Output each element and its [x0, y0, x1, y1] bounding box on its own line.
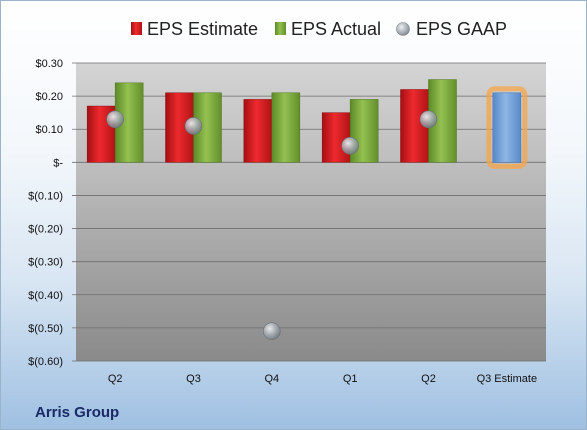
- legend-label-gaap: EPS GAAP: [416, 19, 507, 39]
- legend-label-estimate: EPS Estimate: [147, 19, 258, 39]
- gaap-point: [184, 117, 203, 135]
- plot-area: [76, 63, 546, 361]
- y-tick-label: $0.20: [35, 91, 63, 103]
- x-tick-label: Q3: [186, 373, 201, 385]
- y-tick-label: $(0.30): [28, 257, 63, 269]
- x-tick-label: Q1: [343, 373, 358, 385]
- bar-estimate: [321, 112, 351, 163]
- gaap-point: [341, 136, 359, 155]
- x-tick-label: Q4: [264, 373, 279, 385]
- bar-estimate-highlight: [492, 92, 522, 163]
- legend-label-actual: EPS Actual: [291, 19, 381, 39]
- y-tick-label: $(0.10): [28, 190, 63, 202]
- y-tick-label: $(0.60): [28, 356, 63, 368]
- highlight-glow: [486, 86, 528, 169]
- y-axis-ticks: $0.30 $0.20 $0.10 $- $(0.10) $(0.20) $(0.30) $(…: [28, 58, 63, 368]
- gaap-point: [419, 110, 438, 129]
- gaap-markers: [106, 110, 438, 341]
- y-tick-label: $(0.50): [28, 323, 63, 335]
- legend: EPS Estimate EPS Actual EPS GAAP: [131, 19, 507, 39]
- x-tick-label: Q2: [421, 373, 436, 385]
- y-tick-label: $(0.20): [28, 224, 63, 236]
- y-tick-label: $(0.40): [28, 290, 63, 302]
- bar-estimate: [243, 99, 273, 163]
- y-tick-label: $-: [53, 157, 63, 169]
- legend-swatch-estimate: [131, 22, 142, 35]
- y-tick-label: $0.30: [35, 58, 63, 70]
- gaap-point: [106, 110, 124, 129]
- legend-swatch-actual: [275, 22, 286, 35]
- legend-item-estimate: EPS Estimate: [131, 19, 258, 39]
- bars: [86, 79, 528, 169]
- x-tick-label: Q3 Estimate: [477, 373, 538, 385]
- gridlines: [72, 62, 546, 362]
- legend-item-gaap: EPS GAAP: [396, 19, 507, 39]
- x-tick-label: Q2: [108, 373, 123, 385]
- gaap-point: [263, 322, 281, 341]
- bar-actual: [271, 92, 301, 163]
- legend-item-actual: EPS Actual: [275, 19, 381, 39]
- company-name: Arris Group: [35, 404, 119, 421]
- legend-swatch-gaap: [396, 22, 410, 36]
- x-axis-ticks: Q2 Q3 Q4 Q1 Q2 Q3 Estimate: [108, 373, 537, 385]
- y-tick-label: $0.10: [35, 124, 63, 136]
